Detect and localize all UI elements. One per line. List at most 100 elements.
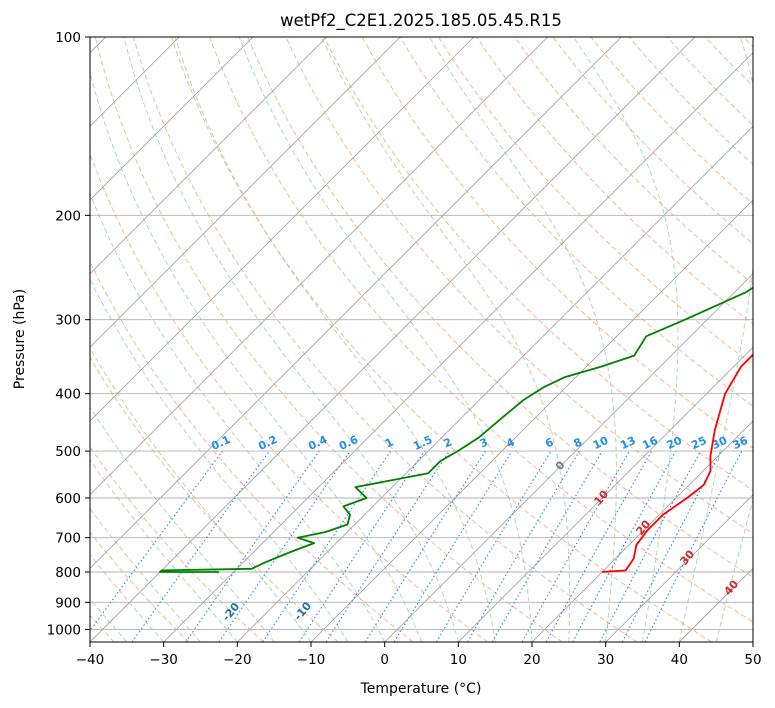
moist-adiabats	[90, 37, 753, 642]
x-axis: −40 −30 −20 −10 0 10 20 30 40 50	[76, 642, 762, 668]
dry-adiabat-label: 40	[721, 577, 741, 597]
isotherm-line	[752, 641, 753, 642]
x-tick-label: 10	[450, 652, 467, 668]
isotherm-line	[90, 37, 327, 275]
dry-adiabat-label: -20	[220, 600, 243, 624]
chart-title: wetPf2_C2E1.2025.185.05.45.R15	[280, 11, 562, 31]
x-tick-label: −20	[223, 652, 252, 668]
y-tick-label: 300	[55, 313, 81, 329]
isotherm-line	[90, 37, 401, 348]
moist-adiabat-line	[752, 640, 753, 642]
dry-adiabat-line	[90, 356, 339, 642]
x-tick-label: −40	[76, 652, 105, 668]
mixing-ratio-label: 0.1	[209, 433, 232, 453]
dry-adiabat-line	[247, 37, 753, 578]
dry-adiabat-line	[90, 446, 264, 642]
dewpoint-profile-line	[159, 286, 753, 573]
isotherm-line	[531, 420, 753, 642]
dry-adiabat-line	[90, 260, 414, 642]
dry-adiabat-line	[209, 37, 753, 623]
dry-adiabat-line	[399, 37, 753, 407]
mixing-ratio-label: 8	[572, 435, 584, 450]
x-tick-label: 50	[744, 652, 761, 668]
mixing-ratio-label: 0.6	[337, 433, 360, 453]
mixing-ratio-line	[435, 450, 552, 642]
dry-adiabat-line	[171, 37, 712, 642]
mixing-ratio-line	[467, 450, 580, 642]
dry-adiabat-line	[90, 531, 190, 642]
moist-adiabat-line	[238, 37, 533, 642]
x-tick-label: 40	[671, 652, 688, 668]
mixing-ratio-label: 20	[665, 434, 685, 452]
moist-adiabat-line	[573, 37, 679, 642]
mixing-ratio-label: 1	[383, 435, 395, 450]
moist-adiabat-line	[90, 347, 312, 642]
mixing-ratio-line	[644, 450, 743, 642]
dry-adiabat-line	[323, 37, 753, 491]
mixing-ratio-line	[131, 450, 270, 642]
dry-adiabat-line	[514, 37, 753, 285]
isotherm-line	[384, 273, 753, 642]
isotherm-line	[310, 199, 753, 642]
y-tick-label: 400	[55, 387, 81, 403]
mixing-ratio-line	[393, 450, 513, 642]
moist-adiabat-line	[90, 507, 201, 642]
mixing-ratio-label: 10	[591, 434, 611, 452]
plot-frame	[89, 36, 754, 643]
profile-series	[159, 286, 753, 573]
x-tick-label: 0	[380, 652, 389, 668]
line-labels: 0.10.20.40.611.52346810131620253036-100-…	[0, 379, 751, 624]
isotherm-line	[163, 52, 753, 642]
isotherm-line	[90, 37, 548, 496]
y-axis: 100 200 300 400 500 600 700 800 900 1000	[47, 30, 90, 638]
y-tick-label: 600	[55, 491, 81, 507]
mixing-ratio-line	[218, 450, 351, 642]
mixing-ratio-label: 13	[618, 434, 637, 452]
isotherm-line	[605, 494, 753, 642]
isotherm-line	[90, 37, 622, 569]
y-axis-title: Pressure (hPa)	[12, 289, 28, 389]
mixing-ratio-line	[545, 450, 653, 642]
dry-adiabat-label: 10	[591, 487, 611, 507]
moist-adiabat-line	[678, 37, 753, 642]
dry-adiabat-line	[90, 152, 488, 642]
moist-adiabat-line	[174, 37, 496, 642]
mixing-ratio-line	[521, 450, 630, 642]
x-tick-label: −30	[149, 652, 178, 668]
mixing-ratio-label: 36	[731, 434, 751, 452]
mixing-ratio-label: 16	[640, 434, 660, 452]
dry-adiabat-line	[132, 37, 638, 642]
y-tick-label: 200	[55, 208, 81, 224]
dry-adiabat-line	[590, 37, 753, 205]
moist-adiabat-line	[90, 406, 275, 642]
mixing-ratio-label: 0.4	[306, 433, 329, 453]
x-tick-label: 20	[523, 652, 540, 668]
dry-adiabat-line	[437, 37, 753, 366]
x-axis-title: Temperature (°C)	[360, 681, 482, 697]
isotherm-line	[90, 37, 696, 642]
moist-adiabat-line	[715, 498, 753, 642]
y-tick-label: 700	[55, 531, 81, 547]
mixing-ratio-line	[298, 450, 425, 642]
moist-adiabat-line	[320, 37, 571, 642]
moist-adiabat-line	[429, 37, 617, 642]
pressure-grid	[90, 37, 753, 630]
mixing-ratio-line	[185, 450, 320, 642]
dry-adiabat-label: -30	[0, 379, 8, 403]
mixing-ratio-label: 1.5	[411, 433, 434, 453]
dry-adiabat-label: 30	[677, 547, 697, 567]
mixing-ratio-line	[599, 450, 701, 642]
moist-adiabat-line	[90, 278, 349, 642]
mixing-ratio-line	[90, 450, 223, 632]
isotherm-line	[679, 567, 753, 642]
moist-adiabat-line	[90, 70, 422, 642]
moist-adiabat-line	[90, 459, 238, 642]
isotherms	[90, 37, 753, 642]
isotherm-line	[90, 37, 254, 201]
dry-adiabat-line	[361, 37, 753, 449]
temperature-profile-line	[601, 353, 753, 573]
y-tick-label: 500	[55, 444, 81, 460]
x-tick-label: 30	[597, 652, 614, 668]
dry-adiabat-line	[94, 37, 563, 642]
